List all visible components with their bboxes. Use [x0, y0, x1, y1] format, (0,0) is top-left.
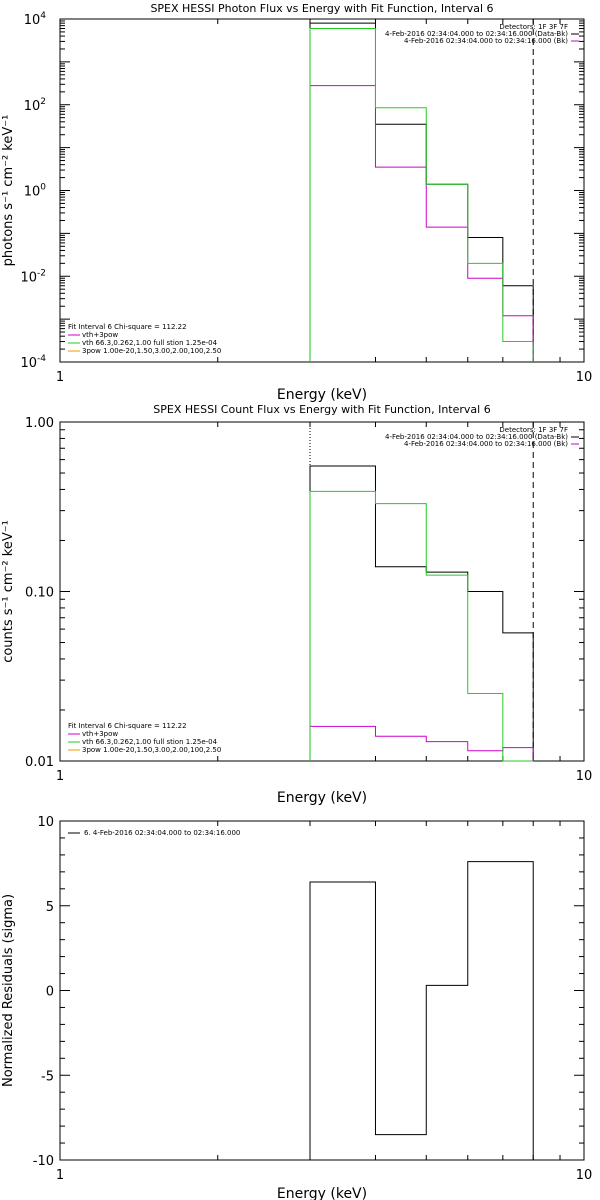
x-axis-label: Energy (keV) [277, 790, 367, 806]
series-black-histogram [309, 465, 534, 761]
y-tick-label: 104 [24, 11, 47, 28]
count-flux-panel: SPEX HESSI Count Flux vs Energy with Fit… [1, 403, 592, 806]
y-tick-base: 10 [20, 356, 37, 371]
x-axis-label: Energy (keV) [277, 1186, 367, 1200]
fit-legend-line: 3pow 1.00e-20,1.50,3.00,2.00,100,2.50 [82, 746, 221, 754]
x-tick-label: 10 [576, 1168, 593, 1183]
residual-legend-label: 6. 4-Feb-2016 02:34:04.000 to 02:34:16.0… [84, 829, 240, 837]
y-tick-base: 10 [24, 13, 41, 28]
y-axis-label: Normalized Residuals (sigma) [1, 894, 16, 1087]
y-tick-exponent: -4 [37, 354, 46, 364]
x-tick-label: 1 [56, 769, 64, 784]
y-tick-label: -10 [33, 1154, 54, 1169]
series-green-histogram [309, 28, 534, 362]
y-tick-label: 5 [46, 900, 54, 915]
fit-legend-line: vth 66.3,0.262,1.00 full stion 1.25e-04 [82, 339, 218, 347]
y-tick-exponent: 0 [40, 183, 46, 193]
fit-legend-line: vth+3pow [82, 730, 118, 738]
y-tick-exponent: 2 [40, 97, 46, 107]
info-line: 4-Feb-2016 02:34:04.000 to 02:34:16.000 … [385, 433, 568, 441]
info-line: Detectors: 1F 3F 7F [499, 426, 568, 434]
y-tick-base: 10 [24, 185, 41, 200]
x-tick-label: 1 [56, 370, 64, 385]
y-tick-label: 10-2 [20, 268, 46, 285]
x-tick-label: 1 [56, 1168, 64, 1183]
series-black-histogram [309, 22, 534, 362]
chart-title: SPEX HESSI Photon Flux vs Energy with Fi… [150, 2, 493, 15]
y-tick-label: 0.01 [25, 755, 54, 770]
residuals-panel: 1 10 Energy (keV) Normalized Residuals (sig… [1, 815, 592, 1200]
plot-frame [59, 820, 585, 1161]
y-tick-exponent: 4 [40, 11, 46, 21]
plot-frame [59, 421, 585, 762]
y-tick-label: 10 [37, 815, 54, 830]
y-tick-label: 1.00 [25, 416, 54, 431]
fit-legend-line: vth+3pow [82, 331, 118, 339]
fit-legend-line: vth 66.3,0.262,1.00 full stion 1.25e-04 [82, 738, 218, 746]
y-tick-label: 0.10 [25, 586, 54, 601]
fit-legend-line: 3pow 1.00e-20,1.50,3.00,2.00,100,2.50 [82, 347, 221, 355]
y-tick-base: 10 [20, 270, 37, 285]
x-tick-label: 10 [576, 769, 593, 784]
x-axis-label: Energy (keV) [277, 387, 367, 403]
photon-flux-panel: SPEX HESSI Photon Flux vs Energy with Fi… [1, 2, 592, 403]
y-tick-label: -5 [41, 1069, 54, 1084]
x-tick-label: 10 [576, 370, 593, 385]
y-axis-label: photons s⁻¹ cm⁻² keV⁻¹ [1, 115, 16, 267]
fit-legend-line: Fit Interval 6 Chi-square = 112.22 [68, 722, 187, 730]
y-tick-label: 0 [46, 985, 54, 1000]
y-tick-base: 10 [24, 99, 41, 114]
y-tick-label: 100 [24, 183, 47, 200]
y-axis-label: counts s⁻¹ cm⁻² keV⁻¹ [1, 520, 16, 663]
y-tick-label: 102 [24, 97, 46, 114]
info-line: Detectors: 1F 3F 7F [499, 23, 568, 31]
series-black-histogram [309, 861, 534, 1160]
y-tick-label: 10-4 [20, 354, 46, 371]
fit-legend-line: Fit Interval 6 Chi-square = 112.22 [68, 323, 187, 331]
series-magenta-histogram [309, 725, 534, 761]
y-tick-exponent: -2 [37, 268, 46, 278]
info-line: 4-Feb-2016 02:34:04.000 to 02:34:16.000 … [404, 37, 568, 45]
series-magenta-histogram [309, 85, 534, 362]
series-green-histogram [309, 490, 534, 762]
chart-title: SPEX HESSI Count Flux vs Energy with Fit… [153, 403, 490, 416]
info-line: 4-Feb-2016 02:34:04.000 to 02:34:16.000 … [385, 30, 568, 38]
info-line: 4-Feb-2016 02:34:04.000 to 02:34:16.000 … [404, 440, 568, 448]
plot-frame [59, 18, 585, 363]
